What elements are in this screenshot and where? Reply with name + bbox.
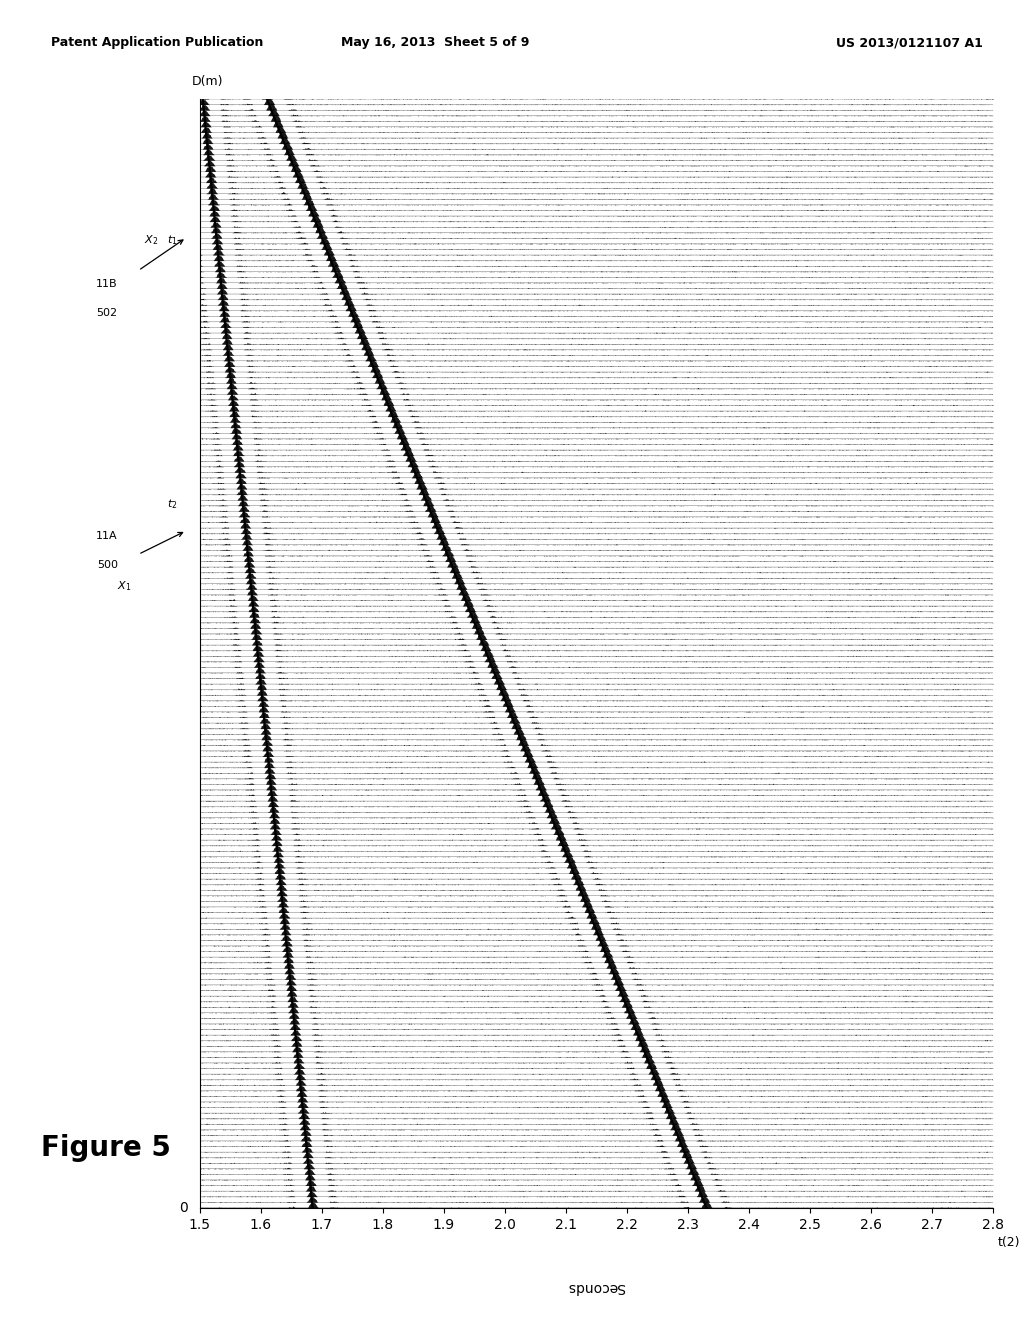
Text: $t_2$: $t_2$ — [167, 498, 177, 511]
Text: May 16, 2013  Sheet 5 of 9: May 16, 2013 Sheet 5 of 9 — [341, 36, 529, 49]
Text: 11B: 11B — [96, 279, 118, 289]
Text: D(m): D(m) — [191, 75, 223, 88]
Text: Seconds: Seconds — [567, 1280, 626, 1294]
Text: 0: 0 — [179, 1201, 187, 1214]
Text: t(2): t(2) — [997, 1236, 1020, 1249]
Text: $t_1$: $t_1$ — [167, 234, 177, 247]
Text: 500: 500 — [96, 560, 118, 570]
Text: $X_1$: $X_1$ — [117, 579, 131, 593]
Text: $X_2$: $X_2$ — [144, 234, 159, 247]
Text: Figure 5: Figure 5 — [41, 1134, 171, 1162]
Text: Patent Application Publication: Patent Application Publication — [51, 36, 263, 49]
Text: 502: 502 — [96, 308, 118, 318]
Text: US 2013/0121107 A1: US 2013/0121107 A1 — [837, 36, 983, 49]
Text: 11A: 11A — [96, 531, 118, 541]
